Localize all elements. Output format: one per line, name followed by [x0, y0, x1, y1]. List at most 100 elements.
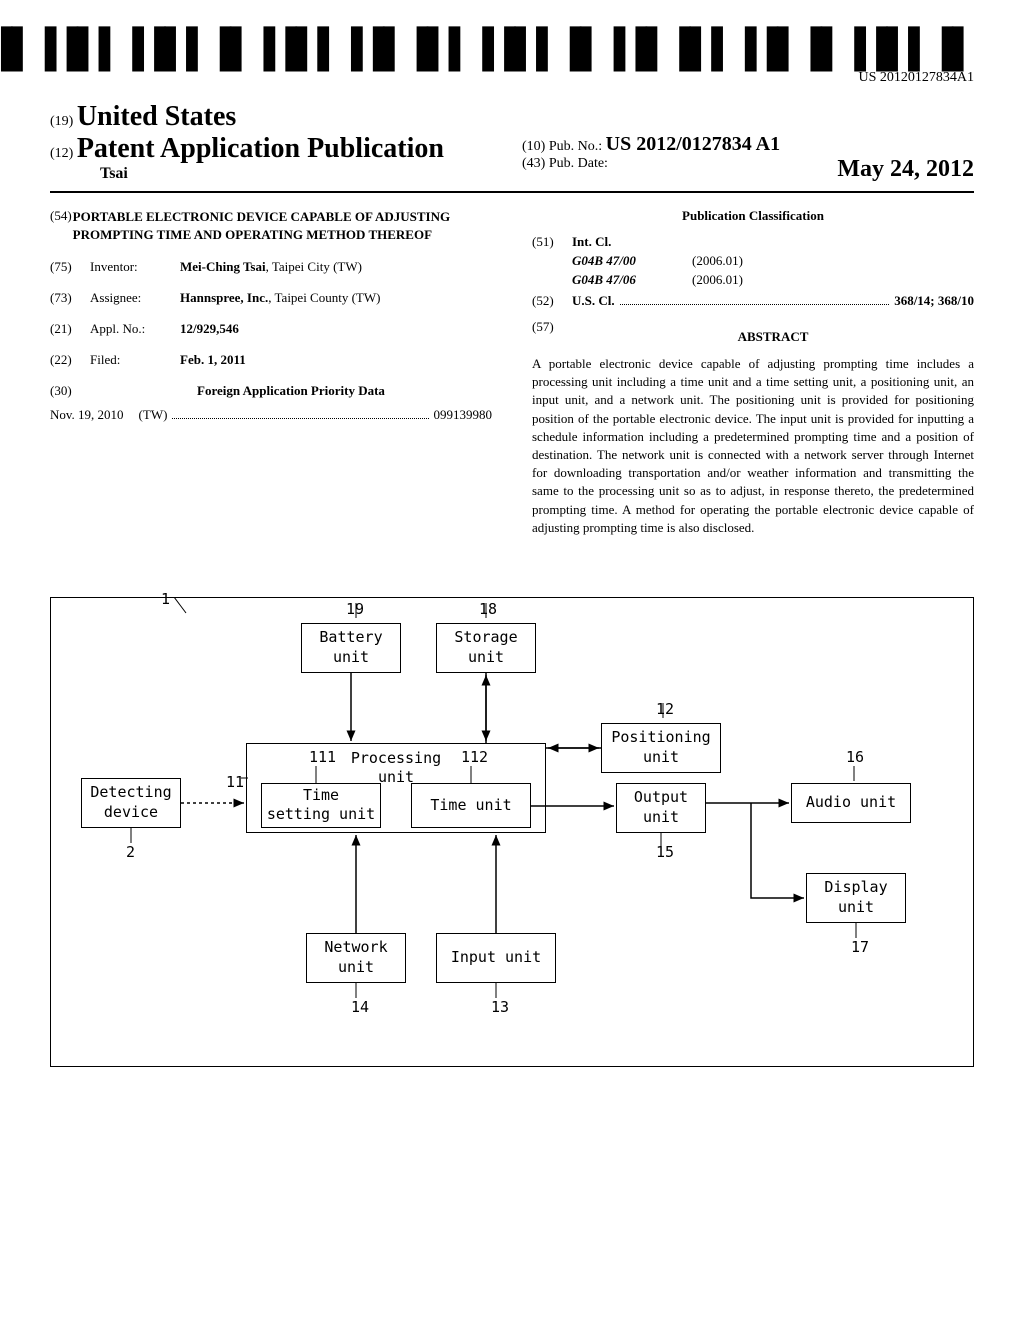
- code-75: (75): [50, 259, 90, 275]
- header-left: (19) United States (12) Patent Applicati…: [50, 101, 502, 183]
- code-22: (22): [50, 352, 90, 368]
- ref-15: 15: [656, 843, 674, 861]
- block-audio: Audio unit: [791, 783, 911, 823]
- field-30: (30) Foreign Application Priority Data: [50, 383, 492, 399]
- int-cl-2-row: G04B 47/06 (2006.01): [532, 272, 974, 288]
- code-30: (30): [50, 383, 90, 399]
- assignee-label: Assignee:: [90, 290, 180, 306]
- ref-2: 2: [126, 843, 135, 861]
- assignee-loc: , Taipei County (TW): [268, 290, 380, 305]
- filed-label: Filed:: [90, 352, 180, 368]
- header-divider: [50, 191, 974, 193]
- code-57: (57): [532, 319, 572, 355]
- pub-date-line: (43) Pub. Date: May 24, 2012: [522, 156, 974, 172]
- block-battery: Battery unit: [301, 623, 401, 673]
- code-43: (43): [522, 156, 545, 171]
- int-cl-2-date: (2006.01): [692, 272, 743, 288]
- code-21: (21): [50, 321, 90, 337]
- us-cl-row: (52) U.S. Cl. 368/14; 368/10: [532, 293, 974, 309]
- priority-dots: [172, 403, 428, 419]
- code-10: (10): [522, 139, 545, 154]
- code-19: (19): [50, 114, 73, 129]
- priority-heading: Foreign Application Priority Data: [90, 383, 492, 399]
- pub-type-line: (12) Patent Application Publication: [50, 133, 502, 165]
- ref-17: 17: [851, 938, 869, 956]
- block-diagram: 1 Battery unit 19 Storage unit 18 Proces…: [50, 597, 974, 1067]
- assignee-value: Hannspree, Inc., Taipei County (TW): [180, 290, 492, 306]
- inventor-value: Mei-Ching Tsai, Taipei City (TW): [180, 259, 492, 275]
- pub-no-label: Pub. No.:: [549, 139, 602, 154]
- right-column: Publication Classification (51) Int. Cl.…: [532, 208, 974, 537]
- block-time-unit: Time unit: [411, 783, 531, 828]
- appl-no: 12/929,546: [180, 321, 492, 337]
- pub-type: Patent Application Publication: [77, 133, 444, 164]
- header-right: (10) Pub. No.: US 2012/0127834 A1 (43) P…: [502, 133, 974, 183]
- ref-16: 16: [846, 748, 864, 766]
- barcode-number: US 20120127834A1: [50, 70, 974, 86]
- priority-country: (TW): [139, 407, 168, 423]
- us-cl-dots: [620, 289, 890, 305]
- author-line: Tsai: [50, 165, 502, 183]
- barcode-row: ▌▐▌▌▐▐▌▐▌▐▐▌▐▌▌▐▌▐▐▌▌▐▐▌▌▐▌▐▐▌▌▐▐▌▐▌▌▐▐▌…: [50, 30, 974, 68]
- code-12: (12): [50, 146, 73, 161]
- country-line: (19) United States: [50, 101, 502, 133]
- priority-date: Nov. 19, 2010: [50, 407, 124, 423]
- block-storage: Storage unit: [436, 623, 536, 673]
- field-54: (54) PORTABLE ELECTRONIC DEVICE CAPABLE …: [50, 208, 492, 244]
- appl-label: Appl. No.:: [90, 321, 180, 337]
- block-network: Network unit: [306, 933, 406, 983]
- inventor-loc: , Taipei City (TW): [266, 259, 362, 274]
- pub-date-label: Pub. Date:: [549, 156, 608, 171]
- country-name: United States: [77, 101, 236, 132]
- us-cl-value: 368/14; 368/10: [894, 293, 974, 309]
- int-cl-2: G04B 47/06: [572, 272, 692, 288]
- field-21: (21) Appl. No.: 12/929,546: [50, 321, 492, 337]
- block-detecting: Detecting device: [81, 778, 181, 828]
- abstract-text: A portable electronic device capable of …: [532, 355, 974, 537]
- block-positioning: Positioning unit: [601, 723, 721, 773]
- document-header: ▌▐▌▌▐▐▌▐▌▐▐▌▐▌▌▐▌▐▐▌▌▐▐▌▌▐▌▐▐▌▌▐▐▌▐▌▌▐▐▌…: [50, 30, 974, 193]
- inventor-name: Mei-Ching Tsai: [180, 259, 266, 274]
- pub-no: US 2012/0127834 A1: [606, 133, 780, 155]
- code-51: (51): [532, 234, 572, 250]
- ref-111: 111: [309, 748, 336, 766]
- priority-no: 099139980: [434, 407, 493, 423]
- field-75: (75) Inventor: Mei-Ching Tsai, Taipei Ci…: [50, 259, 492, 275]
- int-cl-1: G04B 47/00: [572, 253, 692, 269]
- field-22: (22) Filed: Feb. 1, 2011: [50, 352, 492, 368]
- ref-13: 13: [491, 998, 509, 1016]
- header-top-row: (19) United States (12) Patent Applicati…: [50, 101, 974, 183]
- us-cl-label: U.S. Cl.: [572, 293, 615, 309]
- block-output: Output unit: [616, 783, 706, 833]
- block-time-setting: Time setting unit: [261, 783, 381, 828]
- classification-heading: Publication Classification: [532, 208, 974, 224]
- field-73: (73) Assignee: Hannspree, Inc., Taipei C…: [50, 290, 492, 306]
- int-cl-label: Int. Cl.: [572, 234, 611, 250]
- ref-1: 1: [161, 590, 170, 608]
- inventor-label: Inventor:: [90, 259, 180, 275]
- block-display: Display unit: [806, 873, 906, 923]
- int-cl-label-row: (51) Int. Cl.: [532, 234, 974, 250]
- code-54: (54): [50, 208, 73, 244]
- int-cl-1-row: G04B 47/00 (2006.01): [532, 253, 974, 269]
- ref-11: 11: [226, 773, 244, 791]
- int-cl-1-date: (2006.01): [692, 253, 743, 269]
- invention-title: PORTABLE ELECTRONIC DEVICE CAPABLE OF AD…: [73, 208, 492, 244]
- pub-date: May 24, 2012: [837, 156, 974, 183]
- code-52: (52): [532, 293, 572, 309]
- ref-14: 14: [351, 998, 369, 1016]
- ref-18: 18: [479, 600, 497, 618]
- priority-row: Nov. 19, 2010 (TW) 099139980: [50, 407, 492, 423]
- code-73: (73): [50, 290, 90, 306]
- abstract-heading: ABSTRACT: [572, 329, 974, 345]
- filed-date: Feb. 1, 2011: [180, 352, 492, 368]
- ref-112: 112: [461, 748, 488, 766]
- ref-19: 19: [346, 600, 364, 618]
- barcode: ▌▐▌▌▐▐▌▐▌▐▐▌▐▌▌▐▌▐▐▌▌▐▐▌▌▐▌▐▐▌▌▐▐▌▐▌▌▐▐▌…: [0, 30, 974, 68]
- pub-no-line: (10) Pub. No.: US 2012/0127834 A1: [522, 133, 974, 156]
- biblio-columns: (54) PORTABLE ELECTRONIC DEVICE CAPABLE …: [50, 208, 974, 537]
- ref-12: 12: [656, 700, 674, 718]
- assignee-name: Hannspree, Inc.: [180, 290, 268, 305]
- left-column: (54) PORTABLE ELECTRONIC DEVICE CAPABLE …: [50, 208, 492, 537]
- abstract-header-row: (57) ABSTRACT: [532, 319, 974, 355]
